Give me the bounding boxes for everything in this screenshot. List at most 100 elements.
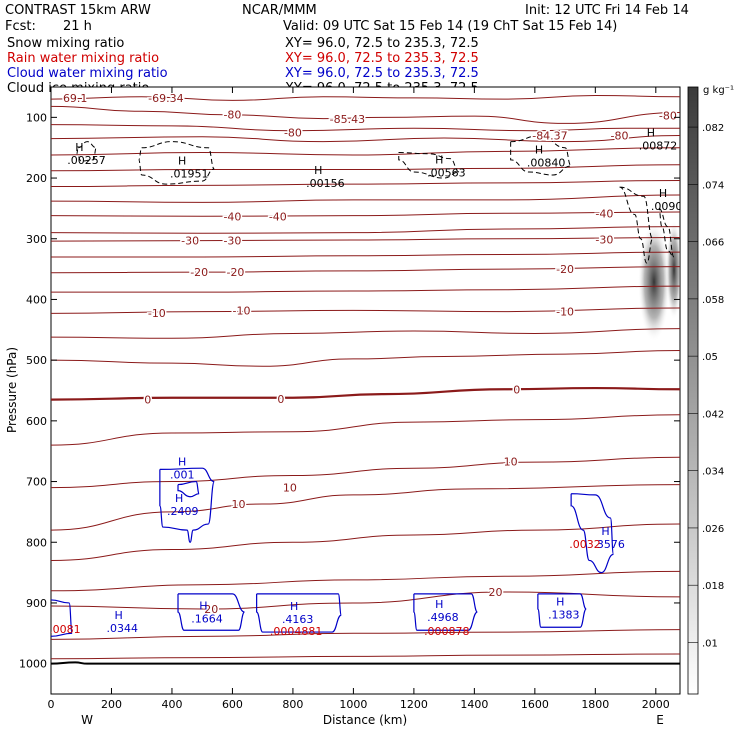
isotherm-line bbox=[51, 653, 680, 660]
y-tick-label: 400 bbox=[26, 293, 47, 306]
y-tick-label: 500 bbox=[26, 354, 47, 367]
isotherm-line bbox=[51, 226, 680, 234]
colorbar-label: .066 bbox=[702, 238, 724, 249]
cloud-water-maximum-marker: H bbox=[601, 525, 609, 538]
x-tick-label: 1000 bbox=[339, 698, 367, 711]
isotherm-line bbox=[51, 349, 680, 367]
isotherm-label: -40 bbox=[595, 207, 613, 220]
y-tick-label: 700 bbox=[26, 476, 47, 489]
cloud-water-contour bbox=[570, 493, 615, 574]
colorbar-units: g kg⁻¹ bbox=[703, 85, 734, 96]
isotherm-line bbox=[51, 124, 680, 132]
snow-contour bbox=[398, 152, 460, 179]
cloud-water-maximum-label: .4968 bbox=[427, 611, 459, 624]
colorbar-label: .082 bbox=[702, 123, 724, 134]
y-tick-label: 200 bbox=[26, 172, 47, 185]
x-tick-label: 800 bbox=[282, 698, 303, 711]
colorbar-label: .01 bbox=[702, 638, 718, 649]
xy-text-cloud-water: XY= 96.0, 72.5 to 235.3, 72.5 bbox=[285, 66, 479, 81]
isotherm-label: -20 bbox=[190, 266, 208, 279]
isotherm-label: 0 bbox=[513, 383, 520, 396]
x-tick-label: 0 bbox=[48, 698, 55, 711]
cloud-water-maximum-marker: H bbox=[435, 598, 443, 611]
isotherm-label: -84.37 bbox=[532, 130, 567, 143]
cloud-water-maximum-marker: H bbox=[199, 599, 207, 612]
snow-maximum-label: .00872 bbox=[639, 139, 678, 152]
cloud-water-maximum-marker: H bbox=[115, 609, 123, 622]
x-tick-label: 1800 bbox=[581, 698, 609, 711]
snow-maximum-label: .01951 bbox=[170, 167, 209, 180]
snow-maximum-label: .0090 bbox=[651, 200, 683, 213]
colorbar-label: .058 bbox=[702, 295, 724, 306]
x-axis-label: Distance (km) bbox=[323, 713, 407, 727]
colorbar-label: .05 bbox=[702, 352, 718, 363]
init-time: Init: 12 UTC Fri 14 Feb 14 bbox=[525, 3, 689, 18]
rain-maximum-label: .0004881 bbox=[270, 625, 323, 638]
snow-maximum-label: .00840 bbox=[527, 156, 566, 169]
snow-maximum-label: .00156 bbox=[306, 177, 345, 190]
cloud-water-maximum-label: .2409 bbox=[167, 505, 199, 518]
isotherm-line bbox=[51, 285, 680, 293]
isotherm-line bbox=[51, 194, 680, 203]
isotherm-label: -40 bbox=[223, 210, 241, 223]
cloud-water-contour bbox=[159, 467, 215, 543]
isotherm-label: -80 bbox=[223, 108, 241, 121]
field-name-rain: Rain water mixing ratio bbox=[7, 51, 159, 66]
isotherm-line bbox=[51, 328, 680, 339]
snow-maximum-marker: H bbox=[75, 141, 83, 154]
y-tick-label: 100 bbox=[26, 111, 47, 124]
isotherm-label: -30 bbox=[181, 235, 199, 248]
field-name-snow: Snow mixing ratio bbox=[7, 36, 124, 51]
fcst-label: Fcst: bbox=[5, 19, 36, 34]
colorbar-label: .018 bbox=[702, 581, 724, 592]
isotherm-line bbox=[51, 147, 680, 156]
isotherm-label: 20 bbox=[204, 603, 218, 616]
x-tick-label: 400 bbox=[161, 698, 182, 711]
cloud-water-maximum-label: .1383 bbox=[548, 609, 580, 622]
cloud-water-maximum-marker: H bbox=[290, 600, 298, 613]
snow-contour bbox=[76, 141, 97, 162]
isotherm-line bbox=[51, 456, 680, 489]
x-tick-label: 1600 bbox=[521, 698, 549, 711]
snow-contour bbox=[510, 135, 572, 176]
isotherm-label: -80 bbox=[611, 130, 629, 143]
center-name: NCAR/MMM bbox=[242, 3, 317, 18]
snow-contour bbox=[619, 186, 654, 264]
isotherm-label: 10 bbox=[283, 482, 297, 495]
isotherm-label: -20 bbox=[226, 266, 244, 279]
isotherm-label: -80 bbox=[284, 127, 302, 140]
y-tick-label: 800 bbox=[26, 536, 47, 549]
model-title: CONTRAST 15km ARW bbox=[5, 3, 151, 18]
cloud-water-contour bbox=[177, 593, 246, 631]
isotherm-line bbox=[51, 179, 680, 188]
colorbar-label: .026 bbox=[702, 524, 724, 535]
cloud-ice-shading-edge bbox=[666, 220, 680, 320]
isotherm-line bbox=[51, 484, 680, 531]
isotherm-line bbox=[51, 211, 680, 217]
isotherm-line bbox=[51, 94, 680, 101]
snow-maximum-marker: H bbox=[435, 154, 443, 167]
isotherm-line bbox=[51, 307, 680, 314]
xy-text-snow: XY= 96.0, 72.5 to 235.3, 72.5 bbox=[285, 36, 479, 51]
isotherm-label: -30 bbox=[595, 233, 613, 246]
isotherm-label: 10 bbox=[231, 498, 245, 511]
x-tick-label: 200 bbox=[101, 698, 122, 711]
cloud-water-contour bbox=[51, 599, 73, 637]
isotherm-line bbox=[51, 629, 680, 640]
isotherm-line bbox=[51, 523, 680, 561]
cloud-water-maximum-marker: H bbox=[178, 455, 186, 468]
cloud-water-maximum-marker: H bbox=[175, 492, 183, 505]
y-tick-label: 300 bbox=[26, 233, 47, 246]
cloud-water-contour bbox=[256, 593, 342, 633]
cloud-water-maximum-marker: H bbox=[556, 596, 564, 609]
x-tick-label: 2000 bbox=[642, 698, 670, 711]
isotherm-line bbox=[51, 105, 680, 124]
y-tick-label: 1000 bbox=[19, 658, 47, 671]
isotherm-label: -69.34 bbox=[148, 92, 183, 105]
colorbar-label: .074 bbox=[702, 180, 724, 191]
isotherm-label: -85.43 bbox=[330, 113, 365, 126]
x-tick-label: 600 bbox=[222, 698, 243, 711]
isotherm-line bbox=[51, 164, 680, 172]
isotherm-label: -10 bbox=[148, 307, 166, 320]
colorbar-label: .034 bbox=[702, 467, 724, 478]
